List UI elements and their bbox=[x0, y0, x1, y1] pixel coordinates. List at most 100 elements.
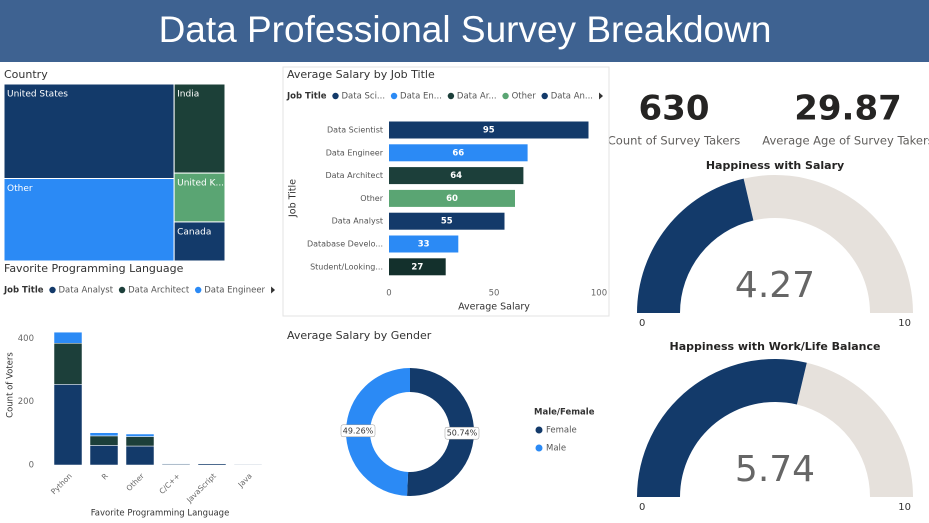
y-tick-label: Other bbox=[360, 194, 383, 203]
y-tick-label: Student/Looking... bbox=[310, 262, 383, 271]
legend-label: Other bbox=[512, 92, 537, 102]
x-tick-label: Other bbox=[124, 471, 146, 493]
y-tick-label: Data Engineer bbox=[326, 148, 384, 157]
bar bbox=[389, 258, 446, 276]
chart-title: Average Salary by Job Title bbox=[287, 68, 435, 81]
legend-label: Data An... bbox=[551, 92, 593, 102]
x-tick-label: 100 bbox=[591, 289, 607, 299]
data-label: 50.74% bbox=[447, 429, 478, 438]
legend-marker bbox=[541, 92, 548, 100]
x-tick-label: Python bbox=[49, 471, 74, 496]
x-axis-title: Average Salary bbox=[458, 302, 530, 313]
bar-segment bbox=[89, 445, 119, 466]
x-tick-label: C/C++ bbox=[157, 471, 181, 495]
data-label: 60 bbox=[446, 194, 458, 204]
gauge-track bbox=[796, 362, 913, 497]
legend-label: Data Ar... bbox=[457, 92, 497, 102]
x-axis-title: Favorite Programming Language bbox=[91, 509, 230, 519]
legend-title: Male/Female bbox=[534, 408, 595, 418]
treemap-tile bbox=[3, 178, 175, 262]
x-tick-label: 50 bbox=[489, 289, 500, 299]
gauge-value: 4.27 bbox=[735, 265, 815, 306]
legend-label: Male bbox=[546, 444, 566, 454]
legend-marker bbox=[535, 426, 543, 434]
treemap-tile bbox=[173, 83, 226, 174]
legend-marker bbox=[194, 286, 202, 294]
gauge-fill bbox=[637, 358, 807, 497]
chart-title: Average Salary by Gender bbox=[287, 329, 432, 342]
gauge-track bbox=[743, 175, 913, 313]
bar bbox=[389, 144, 528, 162]
data-label-box bbox=[444, 426, 480, 440]
gauge-value: 5.74 bbox=[735, 449, 815, 490]
legend-label: Female bbox=[546, 426, 577, 436]
y-tick-label: Database Develo... bbox=[307, 240, 383, 249]
gauge-fill bbox=[637, 178, 754, 313]
x-tick-label: JavaScript bbox=[184, 471, 218, 505]
legend-marker bbox=[502, 92, 509, 100]
panel-border bbox=[282, 66, 610, 317]
kpi-value: 630 bbox=[639, 89, 710, 129]
data-label: 27 bbox=[411, 262, 423, 272]
bar bbox=[389, 235, 459, 253]
tile-label: Other bbox=[7, 184, 33, 194]
y-tick-label: 0 bbox=[29, 461, 34, 471]
y-tick-label: Data Analyst bbox=[332, 217, 383, 226]
bar-segment bbox=[89, 435, 119, 446]
bar bbox=[389, 121, 589, 139]
tile-label: India bbox=[177, 90, 199, 100]
tile-label: Canada bbox=[177, 227, 211, 237]
gauge-title: Happiness with Salary bbox=[706, 159, 844, 172]
gauge-max: 10 bbox=[898, 502, 911, 513]
legend-title: Job Title bbox=[3, 286, 44, 296]
bar bbox=[389, 167, 524, 185]
gauge-min: 0 bbox=[639, 502, 645, 513]
data-label: 64 bbox=[450, 171, 462, 181]
kpi-label: Count of Survey Takers bbox=[608, 134, 740, 148]
y-axis-title: Count of Voters bbox=[6, 352, 16, 418]
kpi-label: Average Age of Survey Takers bbox=[762, 134, 929, 148]
data-label-box bbox=[340, 424, 376, 438]
legend-title: Job Title bbox=[286, 92, 327, 102]
y-tick-label: 200 bbox=[18, 397, 34, 407]
legend-marker bbox=[447, 92, 455, 100]
bar-segment bbox=[53, 331, 83, 344]
legend-more-arrow bbox=[599, 92, 604, 100]
bar-segment bbox=[89, 432, 119, 437]
tile-label: United K... bbox=[177, 179, 224, 189]
y-tick-label: 400 bbox=[18, 334, 34, 344]
treemap-tile bbox=[3, 83, 175, 180]
gauge-min: 0 bbox=[639, 318, 645, 329]
bar-segment bbox=[53, 384, 83, 466]
data-label: 95 bbox=[483, 126, 495, 136]
chart-title: Country bbox=[4, 68, 48, 81]
treemap-tile bbox=[173, 221, 226, 262]
y-tick-label: Data Architect bbox=[325, 171, 383, 180]
bar-segment bbox=[125, 433, 155, 437]
bar-segment bbox=[125, 445, 155, 466]
chart-title: Favorite Programming Language bbox=[4, 262, 184, 275]
legend-more-arrow bbox=[271, 286, 276, 294]
donut-slice bbox=[407, 368, 474, 496]
gauge-max: 10 bbox=[898, 318, 911, 329]
legend-label: Data Sci... bbox=[342, 92, 386, 102]
legend-label: Data Engineer bbox=[204, 286, 265, 296]
header-bar bbox=[0, 0, 929, 62]
data-label: 33 bbox=[418, 240, 430, 250]
bar bbox=[389, 212, 505, 230]
legend-label: Data En... bbox=[400, 92, 442, 102]
kpi-value: 29.87 bbox=[794, 89, 902, 129]
legend-marker bbox=[535, 444, 543, 452]
page-title: Data Professional Survey Breakdown bbox=[159, 9, 772, 50]
legend-label: Data Architect bbox=[128, 286, 190, 296]
legend-marker bbox=[390, 92, 398, 100]
legend-label: Data Analyst bbox=[59, 286, 114, 296]
data-label: 55 bbox=[441, 217, 453, 227]
legend-marker bbox=[49, 286, 56, 294]
legend-marker bbox=[332, 92, 339, 100]
bar-segment bbox=[53, 342, 83, 385]
x-tick-label: Java bbox=[236, 471, 254, 489]
bar-segment bbox=[125, 436, 155, 447]
